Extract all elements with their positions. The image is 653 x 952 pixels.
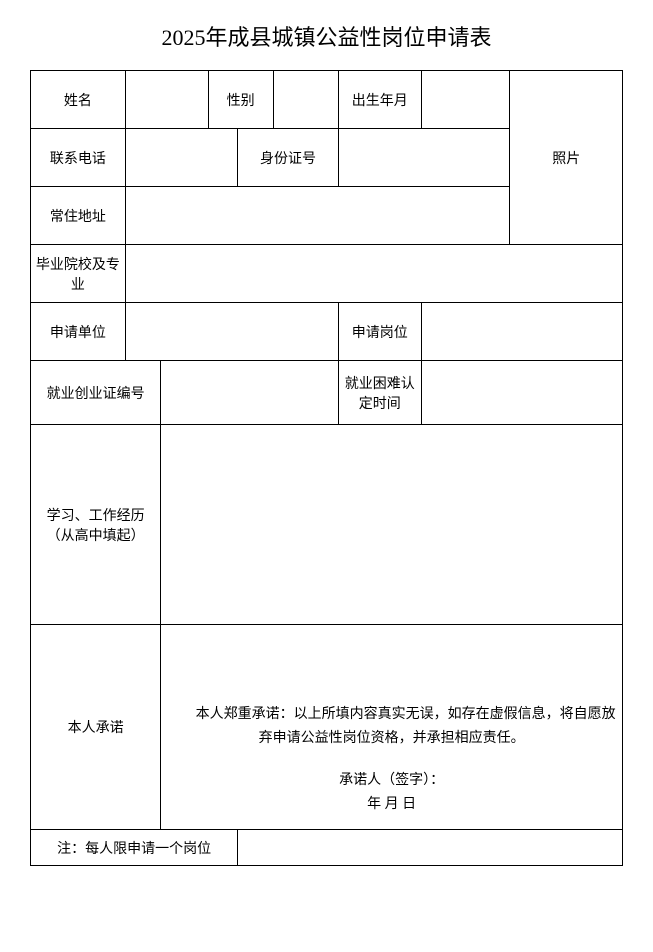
- label-apply-unit: 申请单位: [31, 303, 126, 361]
- label-address: 常住地址: [31, 187, 126, 245]
- label-name: 姓名: [31, 71, 126, 129]
- label-birth: 出生年月: [338, 71, 421, 129]
- value-name: [125, 71, 208, 129]
- value-emp-cert-no: [161, 361, 339, 425]
- photo-cell: 照片: [510, 71, 623, 245]
- label-apply-post: 申请岗位: [338, 303, 421, 361]
- sign-label: 承诺人（签字）：: [339, 773, 444, 788]
- value-gender: [273, 71, 338, 129]
- label-school: 毕业院校及专业: [31, 245, 126, 303]
- value-diff-time: [421, 361, 622, 425]
- value-history: [161, 425, 623, 625]
- label-idno: 身份证号: [238, 129, 339, 187]
- note-text: 注：每人限申请一个岗位: [31, 830, 238, 866]
- date-label: 年 月 日: [367, 797, 416, 812]
- value-school: [125, 245, 622, 303]
- label-diff-time: 就业困难认定时间: [338, 361, 421, 425]
- label-history: 学习、工作经历（从高中填起）: [31, 425, 161, 625]
- value-phone: [125, 129, 237, 187]
- value-apply-unit: [125, 303, 338, 361]
- note-empty: [238, 830, 623, 866]
- signature-block: 承诺人（签字）： 年 月 日: [161, 769, 622, 817]
- promise-content-cell: 本人郑重承诺：以上所填内容真实无误，如存在虚假信息，将自愿放弃申请公益性岗位资格…: [161, 625, 623, 830]
- value-birth: [421, 71, 510, 129]
- application-form-table: 姓名 性别 出生年月 照片 联系电话 身份证号 常住地址 毕业院校及专业 申请: [30, 70, 623, 866]
- value-address: [125, 187, 510, 245]
- label-promise: 本人承诺: [31, 625, 161, 830]
- promise-text: 本人郑重承诺：以上所填内容真实无误，如存在虚假信息，将自愿放弃申请公益性岗位资格…: [163, 703, 620, 751]
- label-phone: 联系电话: [31, 129, 126, 187]
- label-gender: 性别: [208, 71, 273, 129]
- value-idno: [338, 129, 510, 187]
- label-emp-cert-no: 就业创业证编号: [31, 361, 161, 425]
- value-apply-post: [421, 303, 622, 361]
- form-title: 2025年成县城镇公益性岗位申请表: [30, 20, 623, 52]
